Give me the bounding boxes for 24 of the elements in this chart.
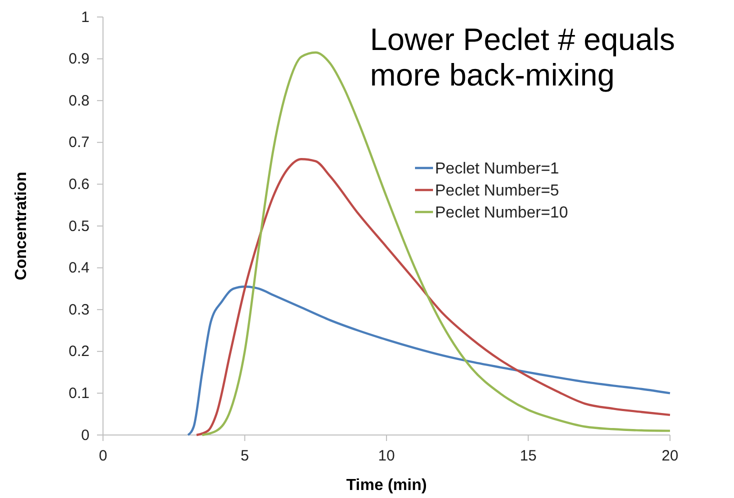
y-tick-label: 0.4 (68, 260, 90, 277)
y-tick-label: 0.3 (68, 301, 90, 318)
x-tick-label: 5 (240, 448, 249, 464)
y-axis-title: Concentration (13, 172, 30, 280)
y-tick-label: 0.8 (68, 92, 90, 110)
y-tick-label: 0.7 (68, 134, 90, 152)
legend-label: Peclet Number=5 (435, 182, 560, 200)
y-tick-label: 0 (81, 426, 90, 444)
legend-label: Peclet Number=10 (435, 204, 568, 222)
y-tick-label: 0.1 (68, 385, 90, 402)
x-tick-label: 10 (378, 448, 395, 464)
legend-label: Peclet Number=1 (435, 160, 560, 178)
line-series (186, 286, 672, 436)
y-tick-label: 0.6 (68, 176, 90, 193)
x-tick-label: 20 (662, 448, 678, 464)
x-tick-label: 15 (520, 448, 537, 464)
annotation: Lower Peclet # equals more back-mixing (370, 22, 676, 93)
y-tick-label: 0.2 (68, 343, 90, 360)
y-tick-label: 1 (81, 8, 90, 26)
line-series (195, 158, 672, 436)
y-tick-label: 0.5 (68, 218, 90, 235)
x-tick-label: 0 (98, 448, 108, 464)
y-tick-label: 0.9 (68, 50, 90, 68)
x-axis-title: Time (min) (346, 477, 427, 494)
